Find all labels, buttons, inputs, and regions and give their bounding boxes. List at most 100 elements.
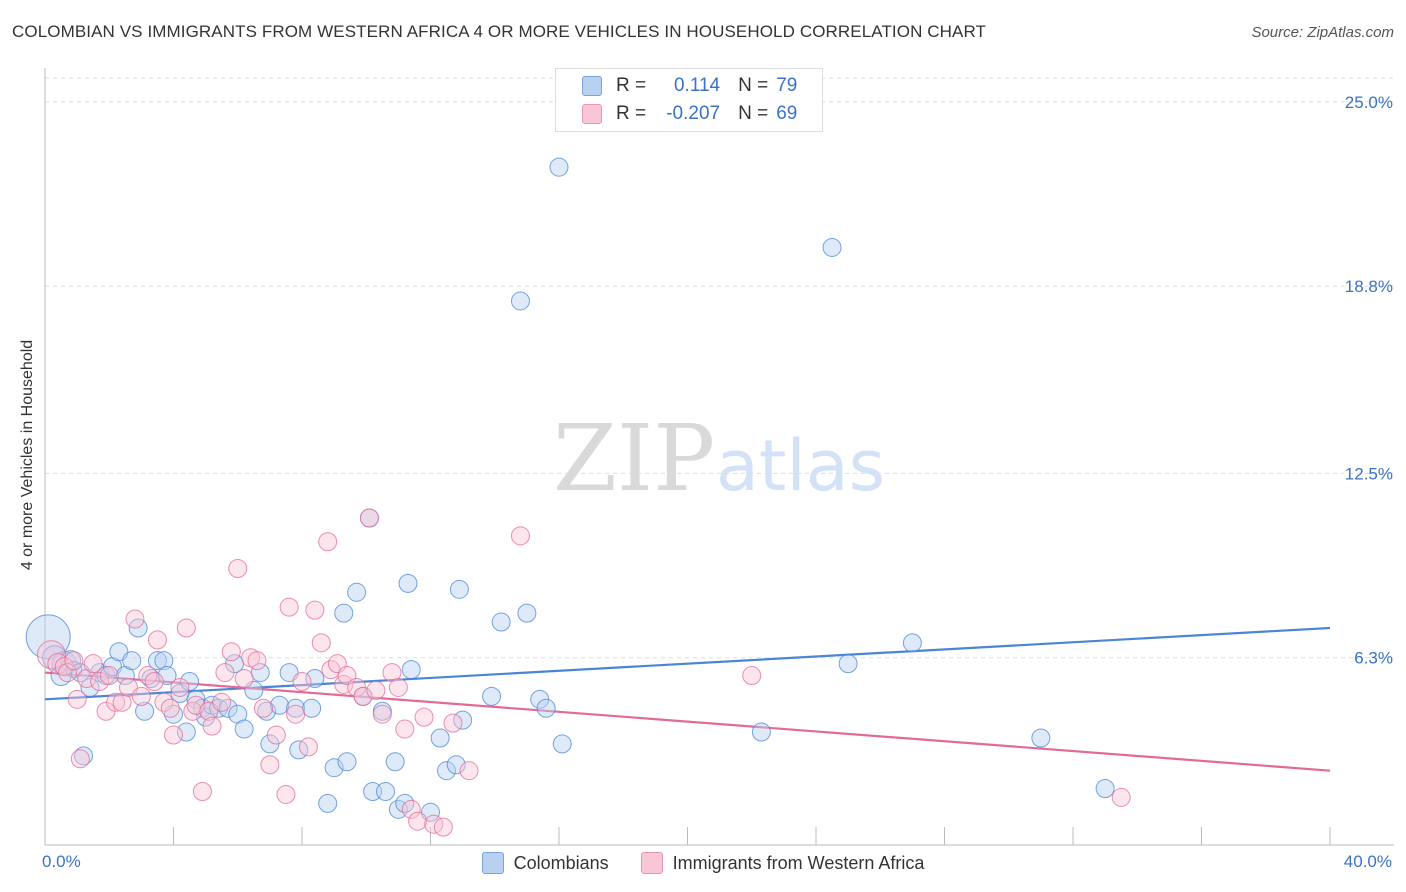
data-point-colombians bbox=[1095, 779, 1115, 799]
data-point-colombians bbox=[141, 669, 161, 689]
data-point-colombians bbox=[234, 719, 254, 739]
legend-r-value: -0.207 bbox=[666, 103, 721, 124]
data-point-western-africa bbox=[1111, 787, 1131, 807]
data-point-western-africa bbox=[266, 725, 286, 745]
data-point-western-africa bbox=[228, 559, 248, 579]
data-point-colombians bbox=[337, 752, 357, 772]
data-point-western-africa bbox=[408, 811, 428, 831]
data-point-western-africa bbox=[176, 618, 196, 638]
data-point-western-africa bbox=[147, 630, 167, 650]
x-tick-min: 0.0% bbox=[42, 852, 81, 871]
y-tick-label: 12.5% bbox=[1345, 464, 1393, 483]
data-point-colombians bbox=[122, 651, 142, 671]
data-point-colombians bbox=[430, 728, 450, 748]
data-point-western-africa bbox=[83, 654, 103, 674]
legend-swatch-pink bbox=[582, 104, 602, 124]
legend-swatch-pink bbox=[640, 852, 663, 874]
data-point-colombians bbox=[510, 291, 530, 311]
data-point-colombians bbox=[437, 761, 457, 781]
legend-n-value: 69 bbox=[776, 103, 798, 124]
data-point-western-africa bbox=[318, 532, 338, 552]
data-point-colombians bbox=[1031, 728, 1051, 748]
data-point-western-africa bbox=[305, 600, 325, 620]
data-point-colombians bbox=[154, 651, 174, 671]
y-tick-label: 25.0% bbox=[1345, 93, 1393, 112]
data-point-western-africa bbox=[247, 651, 267, 671]
x-tick-max: 40.0% bbox=[1343, 852, 1392, 871]
data-point-western-africa bbox=[90, 671, 110, 691]
data-point-western-africa bbox=[286, 704, 306, 724]
data-point-colombians bbox=[751, 722, 771, 742]
data-point-western-africa bbox=[366, 680, 386, 700]
data-point-colombians bbox=[376, 781, 396, 801]
data-point-colombians bbox=[446, 755, 466, 775]
chart-source: Source: ZipAtlas.com bbox=[1251, 24, 1394, 41]
data-point-colombians bbox=[305, 669, 325, 689]
data-point-western-africa bbox=[443, 713, 463, 733]
data-point-western-africa bbox=[54, 657, 74, 677]
watermark-zip: ZIP bbox=[553, 405, 715, 512]
data-point-colombians bbox=[318, 793, 338, 813]
data-point-colombians bbox=[257, 701, 277, 721]
data-point-western-africa bbox=[125, 609, 145, 629]
stats-legend: R = 0.114 N = 79 R = -0.207 N = 69 bbox=[555, 68, 823, 132]
data-point-western-africa bbox=[372, 704, 392, 724]
legend-n-label: N = bbox=[738, 75, 769, 96]
data-point-colombians bbox=[74, 746, 94, 766]
data-point-western-africa bbox=[215, 663, 235, 683]
data-point-colombians bbox=[270, 695, 290, 715]
legend-label-western-africa: Immigrants from Western Africa bbox=[672, 852, 925, 873]
data-point-colombians bbox=[324, 758, 344, 778]
data-point-colombians bbox=[347, 582, 367, 602]
data-point-colombians bbox=[334, 603, 354, 623]
data-point-western-africa bbox=[36, 640, 66, 670]
data-point-colombians bbox=[536, 698, 556, 718]
data-point-colombians bbox=[176, 722, 196, 742]
legend-n-label: N = bbox=[738, 103, 769, 124]
data-point-colombians bbox=[157, 666, 177, 686]
data-point-western-africa bbox=[298, 737, 318, 757]
data-point-western-africa bbox=[202, 716, 222, 736]
data-point-colombians bbox=[25, 614, 71, 660]
data-point-colombians bbox=[180, 671, 200, 691]
data-point-western-africa bbox=[292, 671, 312, 691]
data-point-western-africa bbox=[183, 701, 203, 721]
data-point-colombians bbox=[286, 698, 306, 718]
data-point-western-africa bbox=[353, 686, 373, 706]
data-point-western-africa bbox=[276, 784, 296, 804]
data-point-colombians bbox=[401, 660, 421, 680]
trend-lines bbox=[44, 626, 1331, 772]
data-point-western-africa bbox=[192, 781, 212, 801]
series-legend: Colombians Immigrants from Western Afric… bbox=[0, 852, 1406, 874]
y-tick-label: 6.3% bbox=[1354, 649, 1393, 668]
legend-label-colombians: Colombians bbox=[513, 852, 609, 873]
legend-n-value: 79 bbox=[776, 75, 798, 96]
data-point-colombians bbox=[517, 603, 537, 623]
data-point-western-africa bbox=[311, 633, 331, 653]
data-point-western-africa bbox=[160, 698, 180, 718]
legend-row-western-africa: R = -0.207 N = 69 bbox=[582, 101, 797, 127]
data-point-colombians bbox=[838, 654, 858, 674]
data-point-western-africa bbox=[67, 689, 87, 709]
data-point-western-africa bbox=[221, 642, 241, 662]
legend-item-colombians[interactable]: Colombians bbox=[481, 852, 609, 874]
data-point-colombians bbox=[822, 237, 842, 257]
data-point-colombians bbox=[302, 698, 322, 718]
data-point-western-africa bbox=[459, 761, 479, 781]
data-point-western-africa bbox=[742, 666, 762, 686]
data-point-western-africa bbox=[260, 755, 280, 775]
data-point-western-africa bbox=[164, 725, 183, 745]
data-point-western-africa bbox=[99, 666, 119, 686]
data-point-western-africa bbox=[186, 695, 206, 715]
data-point-colombians bbox=[385, 752, 405, 772]
data-point-western-africa bbox=[131, 686, 151, 706]
data-point-western-africa bbox=[64, 651, 84, 671]
axes bbox=[44, 68, 1394, 846]
data-point-western-africa bbox=[57, 663, 77, 683]
legend-swatch-blue bbox=[481, 852, 504, 874]
data-point-colombians bbox=[135, 701, 155, 721]
legend-row-colombians: R = 0.114 N = 79 bbox=[582, 73, 797, 99]
data-point-western-africa bbox=[401, 799, 421, 819]
legend-item-western-africa[interactable]: Immigrants from Western Africa bbox=[640, 852, 925, 874]
data-point-colombians bbox=[902, 633, 922, 653]
